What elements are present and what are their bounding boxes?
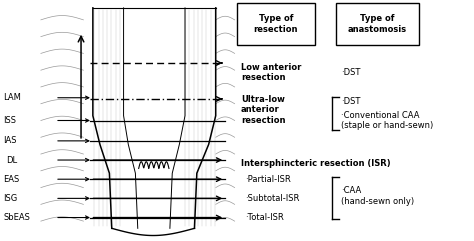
Text: ·Subtotal-ISR: ·Subtotal-ISR [246, 194, 300, 203]
Text: Low anterior
resection: Low anterior resection [241, 63, 301, 82]
Text: ISG: ISG [3, 194, 18, 203]
Text: ·DST: ·DST [341, 68, 360, 77]
Text: ·CAA
(hand-sewn only): ·CAA (hand-sewn only) [341, 186, 414, 206]
FancyBboxPatch shape [336, 3, 419, 45]
Text: ·Conventional CAA
(staple or hand-sewn): ·Conventional CAA (staple or hand-sewn) [341, 111, 433, 130]
Text: EAS: EAS [3, 175, 19, 184]
FancyBboxPatch shape [237, 3, 315, 45]
Text: ·Partial-ISR: ·Partial-ISR [246, 175, 291, 184]
Text: IAS: IAS [3, 136, 17, 145]
Text: DL: DL [6, 155, 18, 165]
Text: ISS: ISS [3, 116, 16, 125]
Text: Type of
anastomosis: Type of anastomosis [348, 14, 407, 34]
Text: ·DST: ·DST [341, 97, 360, 106]
Text: ·Total-ISR: ·Total-ISR [246, 213, 284, 222]
Text: Intersphincteric resection (ISR): Intersphincteric resection (ISR) [241, 159, 391, 168]
Text: SbEAS: SbEAS [3, 213, 30, 222]
Text: Type of
resection: Type of resection [254, 14, 298, 34]
Text: LAM: LAM [3, 93, 21, 102]
Text: Ultra-low
anterior
resection: Ultra-low anterior resection [241, 95, 285, 125]
